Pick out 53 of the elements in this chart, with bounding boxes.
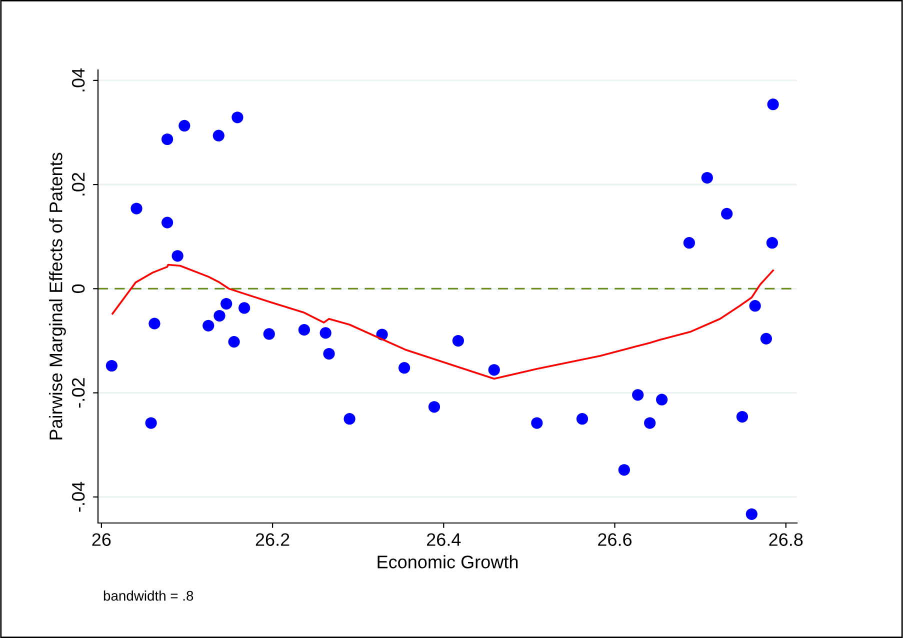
point <box>178 120 190 132</box>
point <box>683 237 696 249</box>
point <box>749 300 761 312</box>
text: bandwidth = .8 <box>104 590 194 601</box>
point <box>238 302 250 314</box>
x-tick-label: 26.2 <box>256 533 290 546</box>
point <box>263 328 275 340</box>
point <box>106 360 118 372</box>
point <box>644 417 656 429</box>
y-axis-title: Pairwise Marginal Effects of Patents <box>49 152 66 440</box>
point <box>428 401 440 413</box>
point <box>212 130 224 142</box>
point <box>721 208 733 220</box>
point <box>172 250 184 262</box>
x-tick-label: 26 <box>92 533 111 546</box>
y-tick-label: .02 <box>72 172 85 196</box>
point <box>656 394 668 406</box>
y-tick-label: -.02 <box>72 378 85 408</box>
point <box>214 310 226 322</box>
x-tick-label: 26.4 <box>426 533 461 546</box>
point <box>232 112 244 124</box>
point <box>736 410 748 423</box>
point <box>746 508 758 520</box>
y-tick-label: .04 <box>72 68 85 92</box>
point <box>452 334 464 347</box>
x-tick-label: 26.8 <box>769 533 803 546</box>
point <box>760 332 772 344</box>
point <box>766 237 778 249</box>
x-tick-label: 26.6 <box>598 533 632 546</box>
point <box>531 417 543 429</box>
point <box>320 327 332 339</box>
point <box>488 364 500 376</box>
x-axis-title: Economic Growth <box>378 555 518 568</box>
point <box>130 202 142 214</box>
line-series <box>112 264 774 380</box>
point <box>323 348 335 360</box>
point <box>398 362 410 374</box>
point <box>220 298 232 310</box>
point <box>618 464 630 476</box>
point <box>161 133 174 146</box>
point <box>632 389 644 401</box>
y-tick-label: 0 <box>72 284 85 294</box>
point <box>145 417 157 429</box>
point <box>701 172 713 184</box>
point <box>576 413 588 425</box>
y-tick-label: -.04 <box>72 482 85 512</box>
point <box>148 318 160 330</box>
point <box>767 98 779 110</box>
point <box>344 413 356 425</box>
point <box>228 336 240 348</box>
point <box>202 320 214 332</box>
point <box>161 216 174 228</box>
point <box>298 324 310 336</box>
